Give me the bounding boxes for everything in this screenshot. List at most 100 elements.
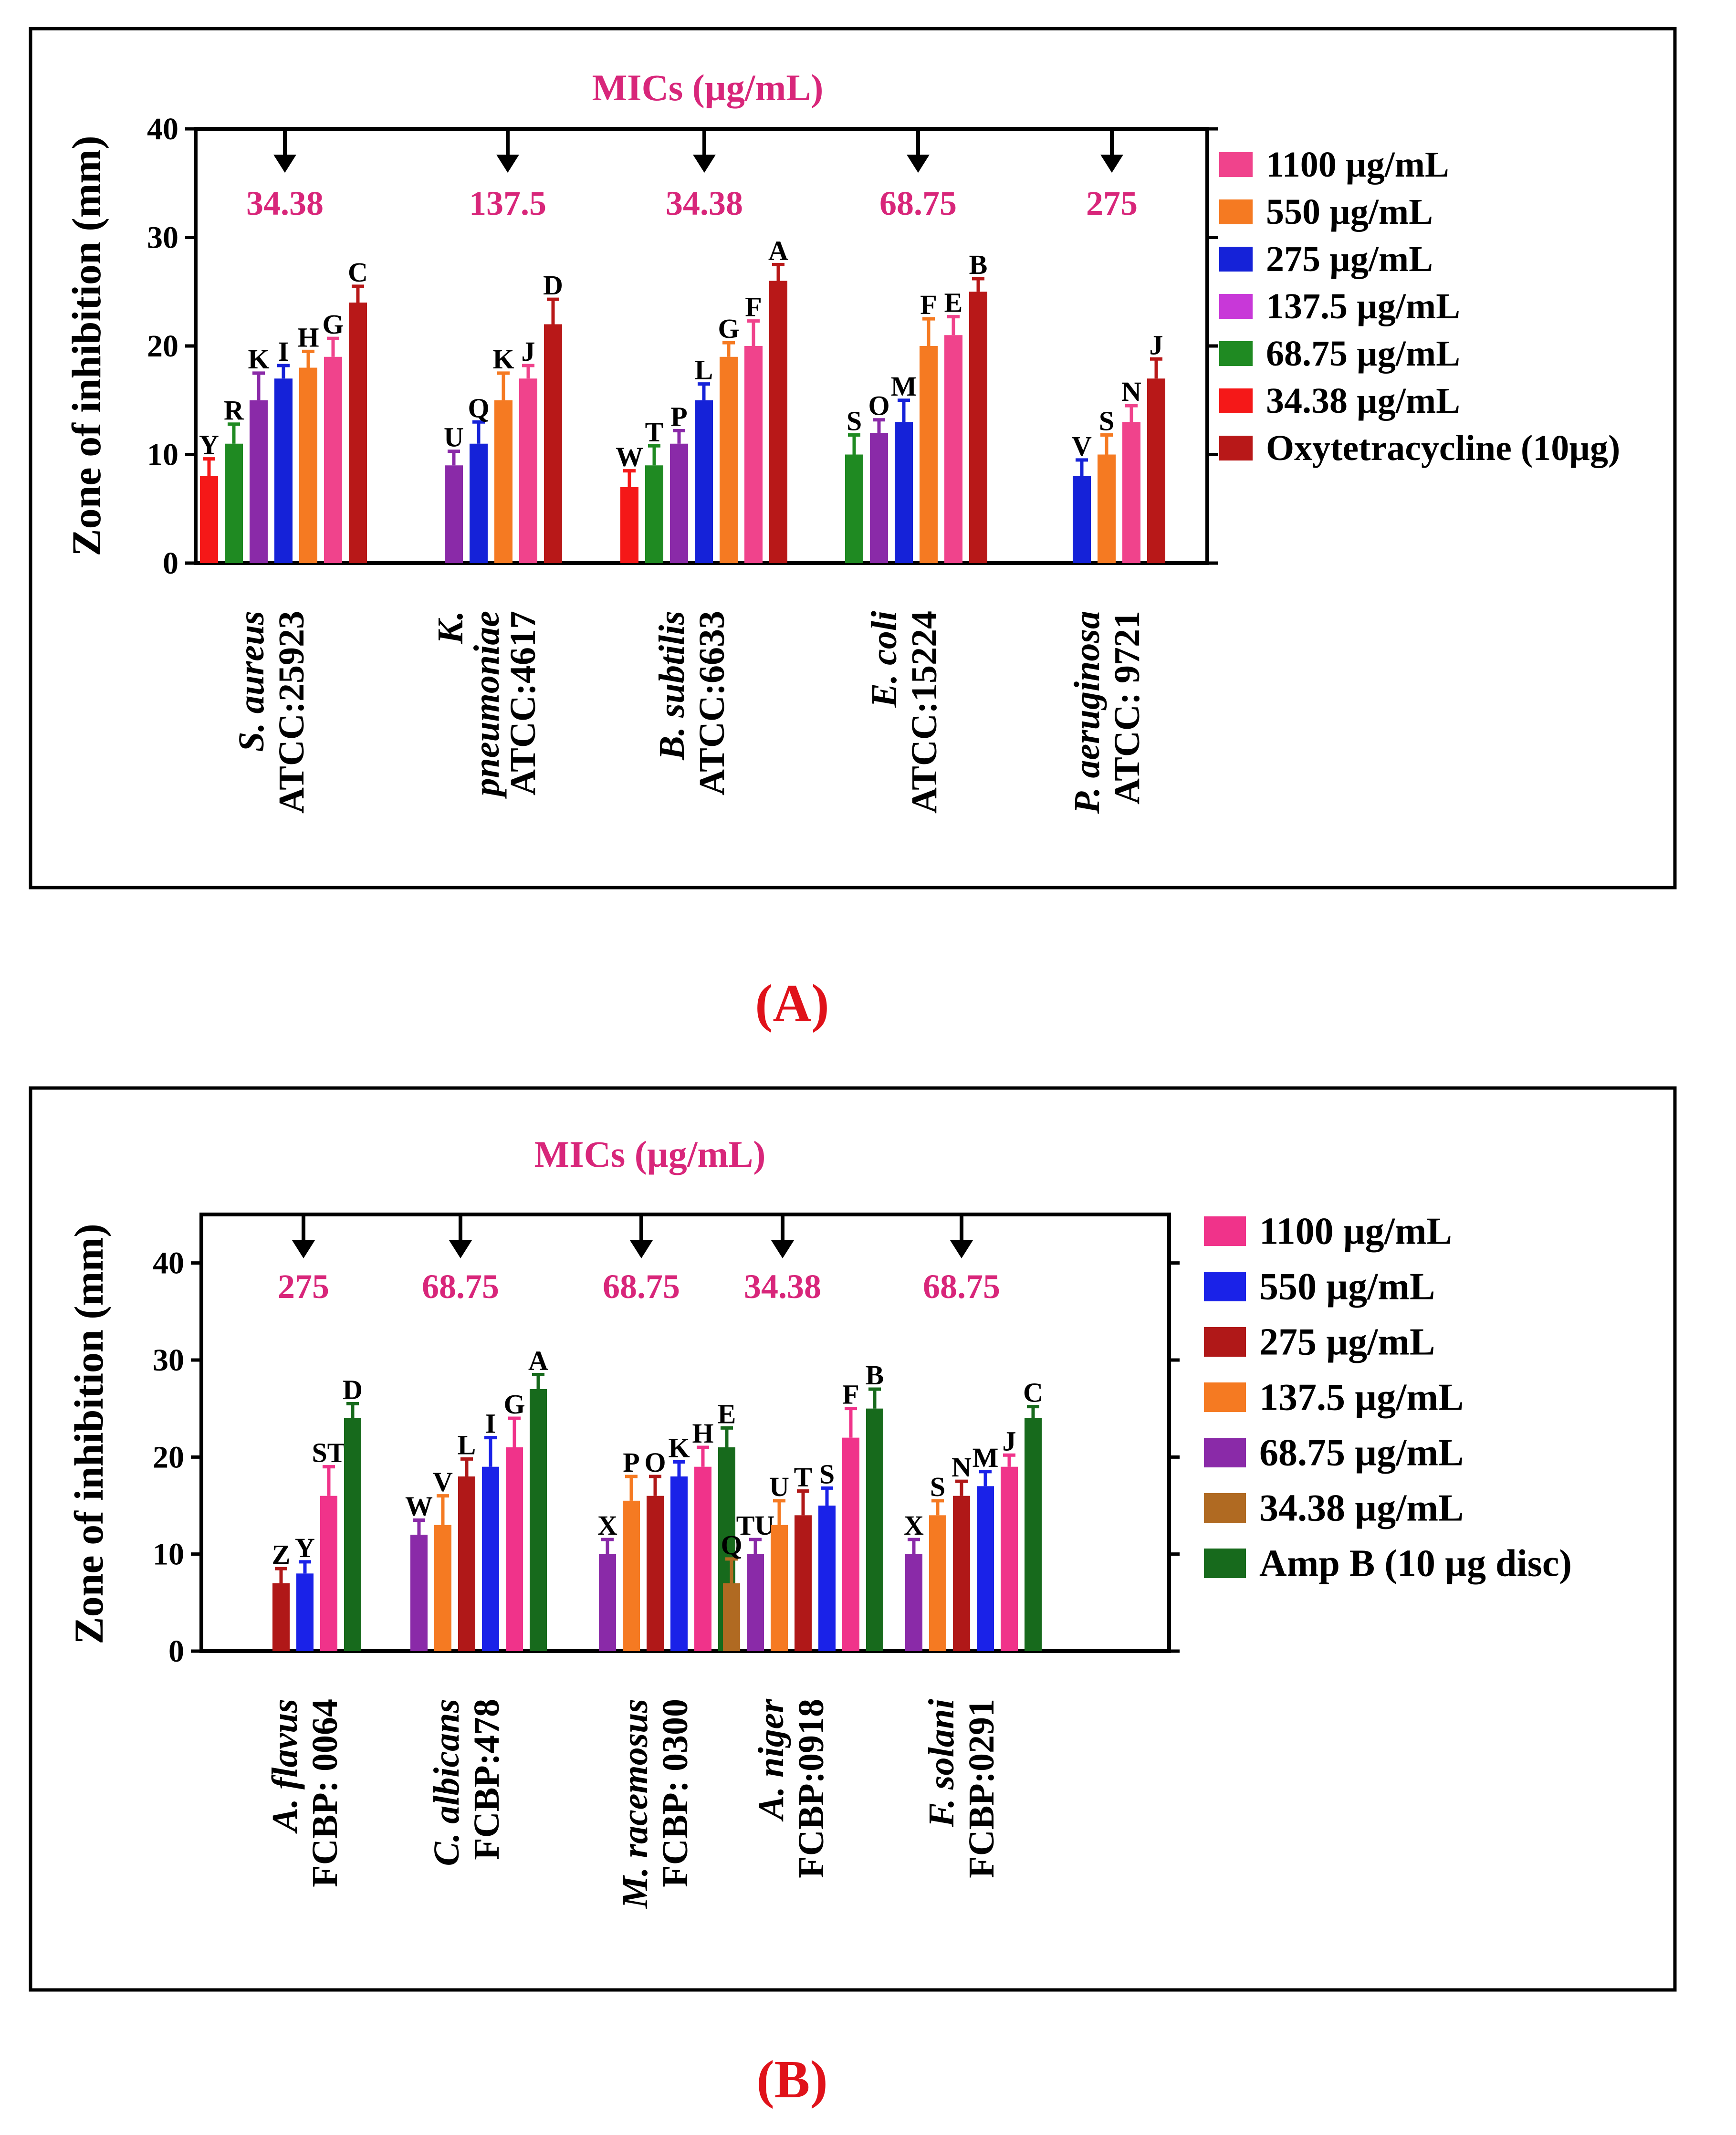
mic-value: 34.38 [744, 1267, 821, 1306]
category-organism-label: pneumoniae [467, 611, 507, 799]
y-tick-label: 20 [147, 329, 178, 364]
significance-letter: Q [468, 392, 489, 423]
significance-letter: S [930, 1471, 945, 1502]
category-organism-label: B. subtilis [652, 611, 692, 761]
bar [723, 1583, 740, 1651]
bar [1001, 1466, 1018, 1651]
legend: 1100 µg/mL 550 µg/mL 275 µg/mL 137.5 µg/mL 6… [1219, 145, 1620, 468]
mic-value: 275 [278, 1267, 329, 1306]
bar [1098, 454, 1116, 563]
bar [670, 1476, 688, 1651]
chart-panel-b: 0 10 20 30 40 Zone of inhibition (mm) MICs (µg… [29, 1086, 1677, 2109]
y-tick-label: 30 [147, 220, 178, 255]
mic-arrow-head [496, 155, 519, 173]
significance-letter: C [1023, 1377, 1043, 1408]
category-organism-label: K. [430, 611, 471, 645]
bar [953, 1496, 970, 1651]
category-organism-label: P. aeruginosa [1067, 611, 1107, 814]
panel-frame [29, 1086, 1677, 1992]
legend-label: 550 µg/mL [1266, 192, 1433, 232]
bar [434, 1525, 451, 1651]
bar [944, 335, 962, 563]
significance-letter: F [842, 1379, 859, 1410]
significance-letter: V [433, 1466, 453, 1497]
significance-letter: B [866, 1360, 884, 1391]
mic-arrow-head [292, 1240, 315, 1258]
panel-label: (A) [755, 974, 829, 1033]
legend-swatch [1204, 1382, 1246, 1412]
significance-letter: I [278, 336, 289, 367]
y-tick-label: 10 [147, 438, 178, 472]
significance-letter: Q [721, 1529, 742, 1560]
category-organism-label: F. solani [921, 1699, 962, 1828]
category-strain-label: FCBP:0291 [962, 1699, 1002, 1878]
bar [620, 487, 638, 563]
significance-letter: K [248, 344, 269, 375]
significance-letter: K [492, 344, 514, 375]
significance-letter: S [819, 1458, 835, 1489]
mic-value: 137.5 [469, 184, 546, 222]
category-organism-label: E. coli [864, 611, 904, 708]
bar [274, 378, 293, 563]
bar-group: S OM F EB [845, 249, 987, 563]
significance-letter: P [670, 401, 687, 432]
significance-letter: TU [736, 1510, 775, 1541]
legend-label: 1100 µg/mL [1259, 1210, 1452, 1252]
bar [320, 1496, 337, 1651]
bar [647, 1496, 664, 1651]
legend-swatch [1219, 152, 1253, 177]
significance-letter: J [522, 336, 535, 367]
significance-letter: Z [272, 1539, 291, 1570]
significance-letter: H [692, 1418, 713, 1449]
bar [410, 1535, 428, 1651]
bar [544, 324, 562, 563]
legend-label: 68.75 µg/mL [1266, 334, 1460, 374]
significance-letter: H [297, 322, 319, 353]
legend-swatch [1219, 247, 1253, 272]
significance-letter: A [768, 235, 788, 266]
mic-title: MICs (µg/mL) [534, 1133, 766, 1175]
y-tick-label: 20 [153, 1440, 184, 1475]
legend-swatch [1219, 436, 1253, 460]
bar [250, 400, 268, 563]
significance-letter: W [405, 1491, 433, 1522]
y-tick-label: 40 [147, 112, 178, 147]
legend-label: Amp B (10 µg disc) [1259, 1542, 1572, 1584]
significance-letter: S [1099, 406, 1114, 437]
bar [225, 443, 243, 563]
mic-arrow-head [449, 1240, 472, 1258]
bar [769, 281, 787, 563]
legend-swatch [1204, 1493, 1246, 1523]
legend-swatch [1219, 341, 1253, 366]
bar-group: XSN MJC [904, 1377, 1043, 1651]
legend-label: 137.5 µg/mL [1259, 1376, 1464, 1418]
significance-letter: P [623, 1447, 639, 1478]
category-organism-label: S. aureus [231, 611, 272, 752]
bar-group: YRK I H GC [199, 257, 368, 563]
mic-arrow-head [907, 155, 930, 173]
significance-letter: ST [312, 1437, 346, 1468]
significance-letter: A [528, 1345, 548, 1376]
significance-letter: S [847, 406, 862, 437]
mic-arrow-head [1100, 155, 1123, 173]
bar [623, 1500, 640, 1651]
legend-swatch [1204, 1549, 1246, 1578]
y-tick-label: 40 [153, 1246, 184, 1281]
y-tick-label: 10 [153, 1537, 184, 1572]
bar [519, 378, 537, 563]
legend-swatch [1204, 1216, 1246, 1246]
bar-group: Z Y ST D [272, 1374, 363, 1651]
mic-value: 275 [1086, 184, 1138, 222]
bar-group: UQK J D [444, 270, 563, 563]
significance-letter: R [224, 395, 244, 426]
y-tick-label: 0 [168, 1634, 184, 1669]
bar [1073, 476, 1091, 563]
category-strain-label: ATCC:6633 [692, 611, 732, 795]
bar [895, 422, 913, 563]
mic-value: 34.38 [666, 184, 743, 222]
legend-label: 34.38 µg/mL [1259, 1487, 1464, 1529]
significance-letter: X [597, 1510, 617, 1541]
bar [349, 303, 367, 563]
bar [929, 1515, 946, 1651]
